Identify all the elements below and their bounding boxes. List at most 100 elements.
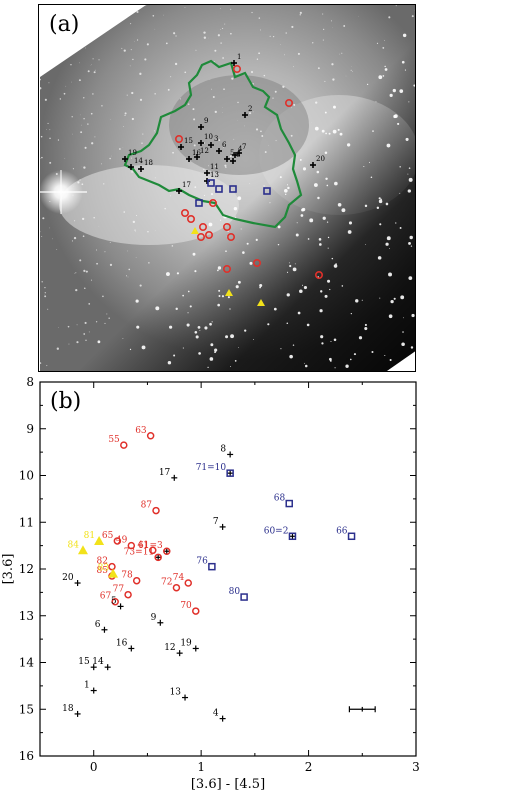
source-label: 12 [200,147,209,155]
star [69,344,70,345]
data-point-circle [185,580,191,586]
star [135,231,136,232]
data-point-triangle [78,545,88,554]
star [329,133,331,135]
data-point-plus [220,524,226,530]
star [354,353,356,355]
star [265,151,267,153]
star [238,281,241,284]
star [132,118,134,120]
star [170,195,171,196]
star [203,169,204,170]
star [147,231,148,232]
data-label: 5 [111,596,117,606]
star [270,36,271,37]
data-point-square [349,533,355,539]
data-point-plus [182,695,188,701]
star [235,360,237,362]
data-point-plus [157,620,163,626]
data-label: 6 [95,620,101,630]
star [56,249,57,250]
star [92,93,93,94]
data-label: 14 [92,657,104,667]
star [148,262,149,263]
star [121,48,122,49]
star [393,115,396,118]
data-label: 73=11 [124,547,154,557]
star [140,5,141,6]
star [234,207,237,210]
star [173,354,175,356]
star [293,268,297,272]
star [382,47,384,49]
star [362,300,363,301]
star [359,336,362,339]
star [127,251,128,252]
data-point-plus [128,645,134,651]
star [351,70,352,71]
star [213,96,215,98]
data-label: 83 [98,564,110,574]
data-point-plus [91,688,97,694]
star [384,40,385,41]
star [83,333,85,335]
star [136,300,139,303]
star [284,189,288,193]
star [110,120,111,121]
star [91,280,92,281]
star [324,81,325,82]
star [327,280,330,283]
star [285,32,286,33]
star [101,5,103,7]
star [229,308,230,309]
data-point-circle [173,585,179,591]
star [66,6,68,8]
star [101,163,102,164]
data-label: 17 [159,468,171,478]
star [291,107,292,108]
star [41,157,42,158]
star [217,304,220,307]
star [137,39,138,40]
star [210,357,214,361]
star [153,15,155,17]
star [93,217,94,218]
source-label: 20 [316,155,325,163]
star [91,142,93,144]
data-label: 66 [336,526,348,536]
star [282,86,284,88]
star [71,82,72,83]
star [411,314,414,317]
star [44,295,46,297]
data-label: 1 [84,681,90,691]
data-point-plus [101,627,107,633]
star [408,242,411,245]
star [273,36,274,37]
star [355,299,358,302]
star [312,42,313,43]
star [39,158,40,159]
star [280,176,282,178]
star [80,131,82,133]
data-label: 84 [68,540,80,550]
star [261,135,263,137]
data-label: 76 [196,557,208,567]
star [399,166,400,167]
star [314,183,318,187]
data-point-circle [134,578,140,584]
star [192,108,194,110]
star [209,223,213,227]
star [219,295,221,297]
star [379,223,381,225]
star [128,277,129,278]
star [130,349,131,350]
source-label: 7 [242,143,246,151]
star [182,295,184,297]
star [346,76,347,77]
star [93,58,94,59]
star [364,327,367,330]
star [86,271,88,273]
star [177,272,179,274]
